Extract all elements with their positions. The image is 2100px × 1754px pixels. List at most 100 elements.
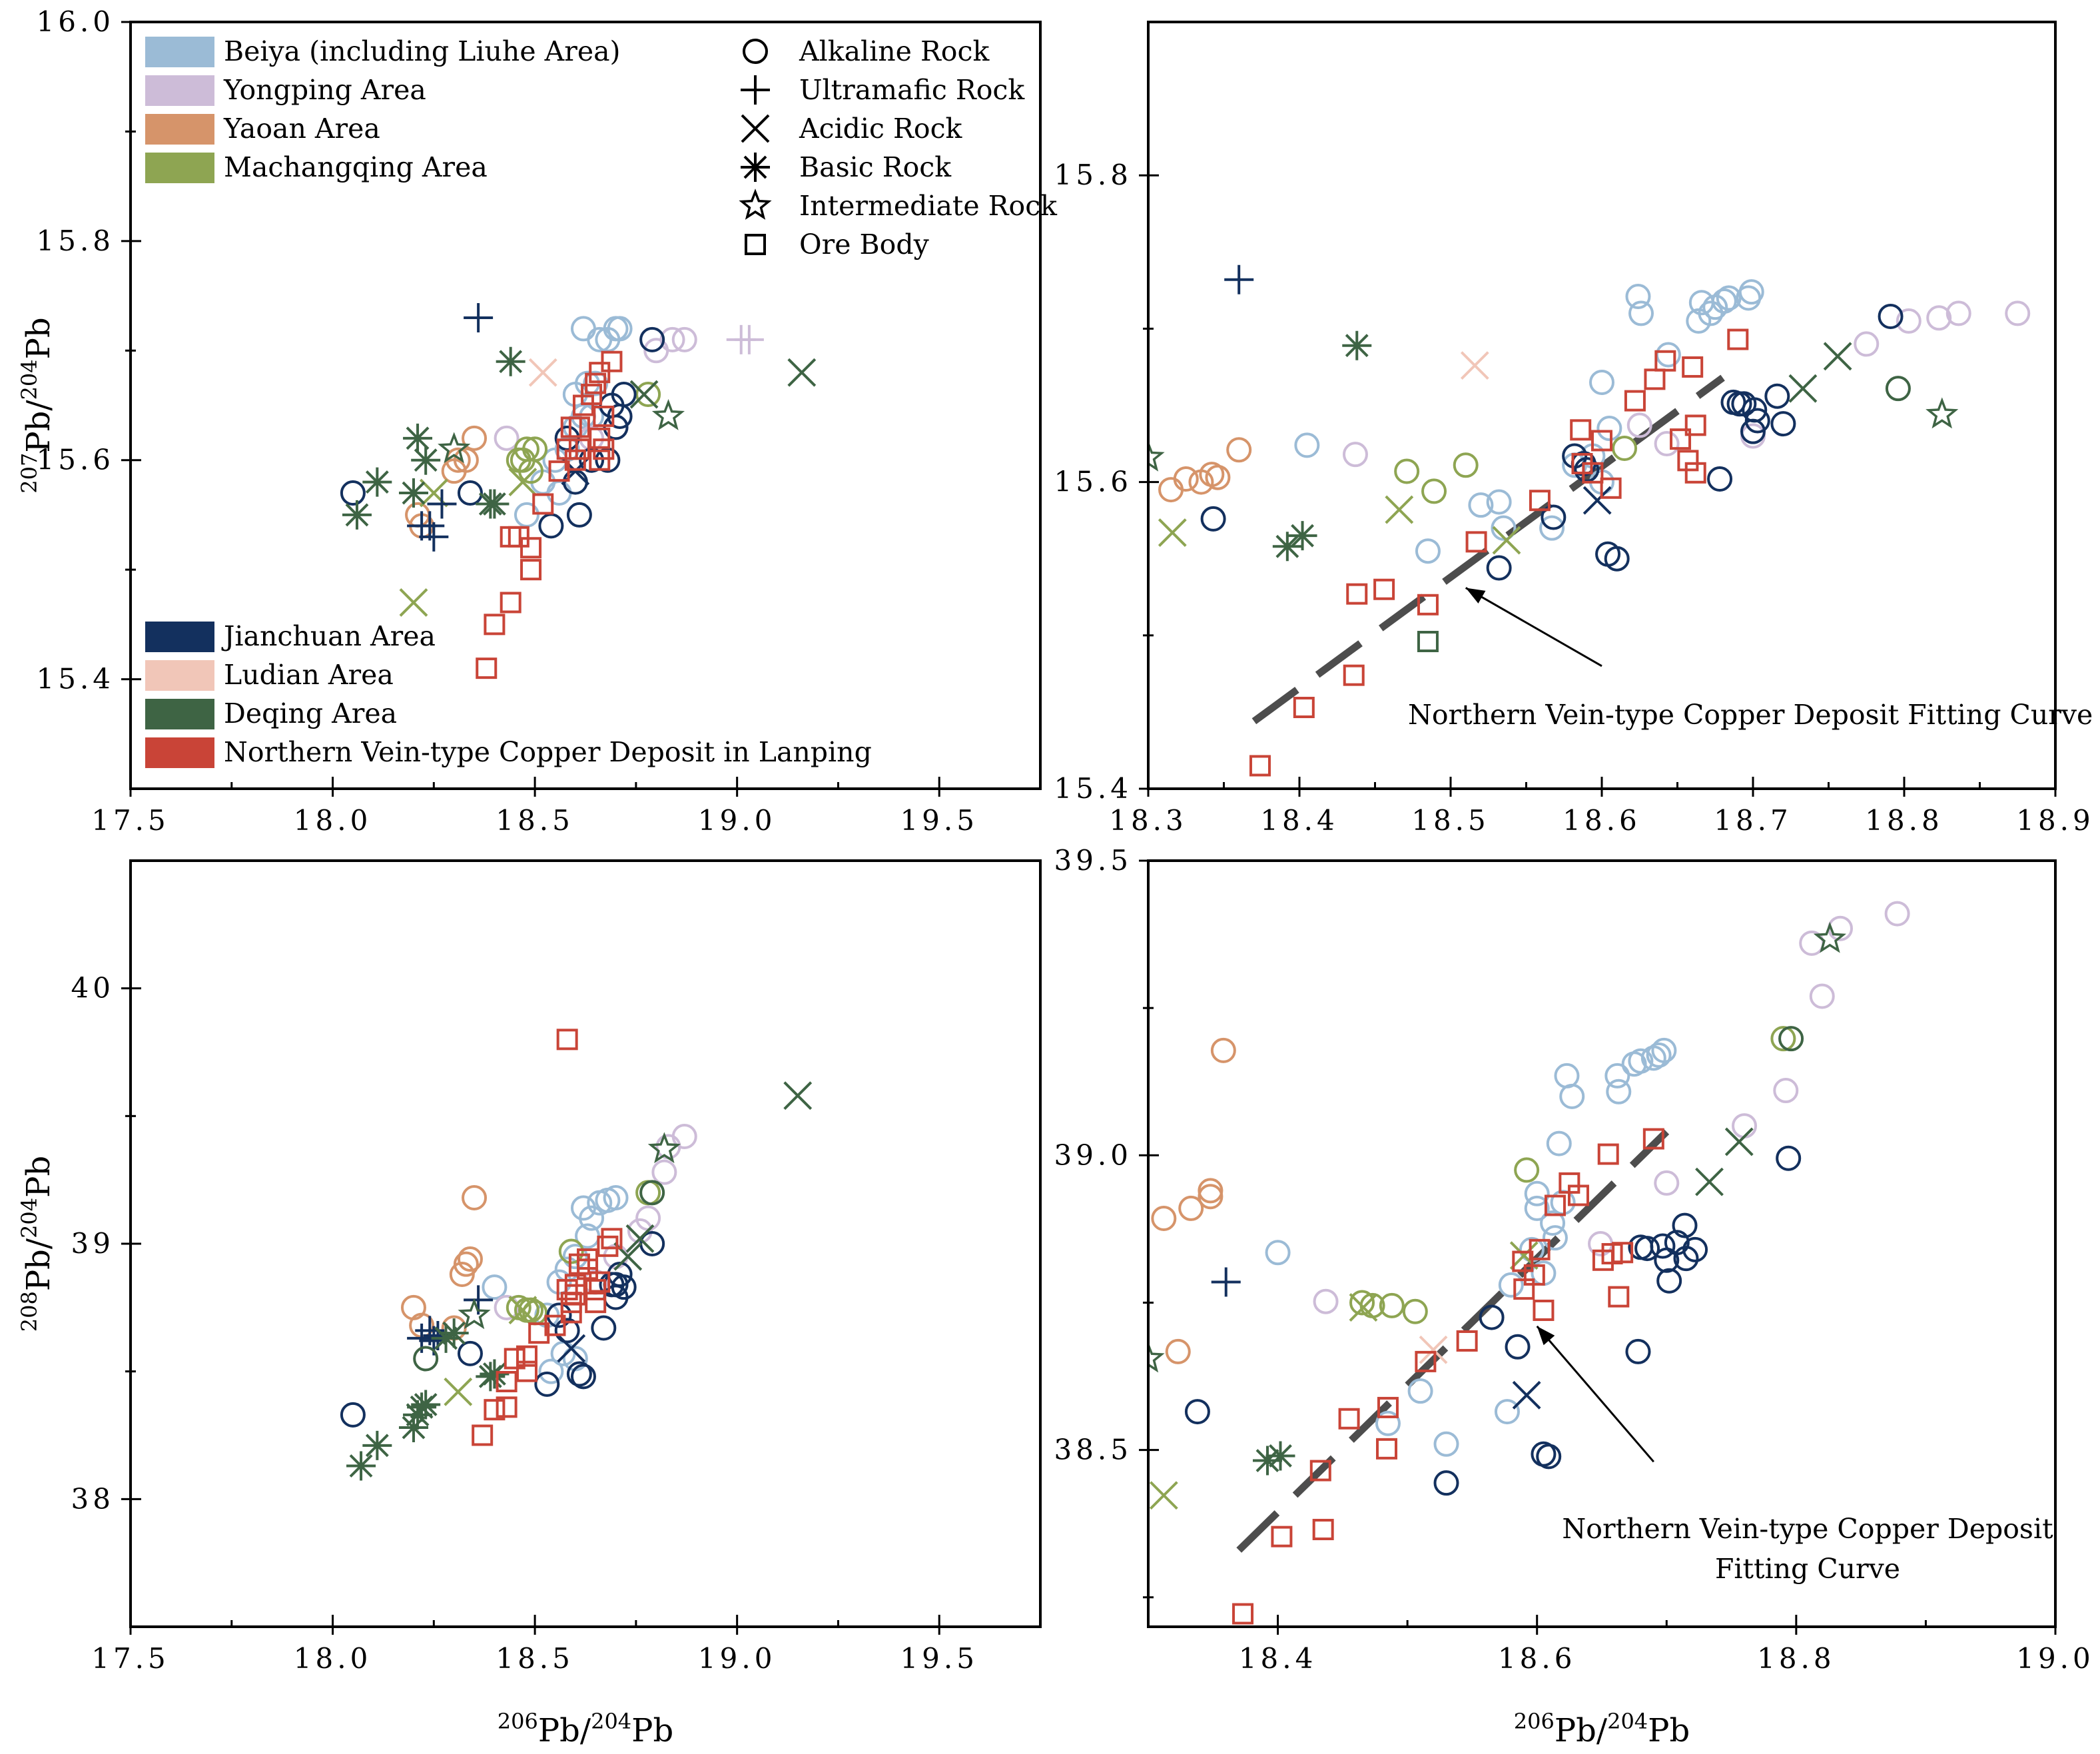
- legend-label: Ultramafic Rock: [799, 74, 1025, 106]
- data-point-asterisk: [480, 489, 510, 519]
- data-point-circle: [1736, 285, 1762, 311]
- data-point-square: [484, 614, 506, 636]
- data-point-circle: [1604, 546, 1630, 572]
- data-point-asterisk: [342, 500, 372, 530]
- data-point-circle: [1650, 1233, 1676, 1259]
- data-point-circle: [1433, 1431, 1459, 1457]
- y-axis-label: 208Pb/204Pb: [17, 1156, 57, 1332]
- data-point-circle: [1265, 1240, 1291, 1266]
- data-point-circle: [482, 1274, 508, 1300]
- data-point-square: [1654, 350, 1676, 372]
- data-point-asterisk: [398, 1413, 428, 1442]
- data-point-circle: [579, 1205, 605, 1231]
- data-point-square: [1608, 1286, 1630, 1308]
- data-point-star: [1148, 440, 1165, 472]
- data-point-square: [564, 1274, 586, 1296]
- data-point-square: [1456, 1330, 1478, 1352]
- data-point-square: [1642, 1128, 1664, 1150]
- x-tick-label: 18.5: [1411, 804, 1490, 837]
- data-point-circle: [457, 480, 483, 506]
- data-point-asterisk: [1272, 532, 1302, 562]
- x-tick-label: 18.6: [1498, 1642, 1576, 1675]
- data-point-square: [1338, 1408, 1360, 1430]
- x-tick-label: 18.8: [1865, 804, 1943, 837]
- data-point-square: [1343, 664, 1365, 686]
- data-point-circle: [1200, 506, 1226, 532]
- plot-frame: [129, 859, 1042, 1628]
- data-point-square: [520, 559, 542, 581]
- data-point-x: [783, 1081, 813, 1110]
- data-point-square: [1544, 1194, 1566, 1216]
- y-tick-label: 38.5: [1054, 1434, 1132, 1466]
- data-point-circle: [340, 480, 366, 506]
- data-point-x: [1385, 495, 1414, 524]
- data-point-circle: [1656, 1268, 1682, 1294]
- x-tick-label: 19.5: [900, 804, 978, 837]
- data-point-circle: [2005, 300, 2031, 326]
- data-point-square: [589, 427, 611, 449]
- data-point-square: [472, 1424, 494, 1446]
- data-point-square: [581, 384, 603, 406]
- data-point-circle: [635, 382, 661, 408]
- data-point-x: [508, 468, 537, 497]
- data-point-plus: [407, 511, 437, 541]
- data-point-circle: [1550, 1190, 1576, 1216]
- legend-swatch: [145, 75, 214, 106]
- data-point-square: [1249, 755, 1271, 777]
- x-tick-label: 17.5: [91, 1642, 170, 1675]
- data-point-asterisk: [1253, 1446, 1283, 1476]
- data-point-x: [1149, 1481, 1178, 1510]
- data-point-circle: [570, 1364, 596, 1390]
- data-point-circle: [494, 425, 520, 451]
- data-point-asterisk: [398, 478, 428, 508]
- data-point-x: [625, 1224, 655, 1253]
- data-point-circle: [1778, 1026, 1804, 1052]
- data-point-circle: [1226, 437, 1252, 463]
- data-point-square: [585, 372, 607, 394]
- data-point-circle: [1672, 1212, 1698, 1238]
- x-tick-label: 17.5: [91, 804, 170, 837]
- data-point-x: [1582, 486, 1612, 515]
- data-point-circle: [1628, 300, 1654, 326]
- data-point-asterisk: [403, 1400, 433, 1430]
- data-point-plus: [1211, 1267, 1241, 1297]
- y-tick-label: 15.6: [36, 444, 115, 476]
- data-point-square: [548, 460, 570, 482]
- y-tick-label: 15.4: [1054, 772, 1132, 805]
- legend-marker-asterisk: [741, 153, 770, 182]
- data-point-circle: [534, 1371, 560, 1397]
- data-point-circle: [1421, 478, 1447, 504]
- data-point-circle: [1514, 1157, 1540, 1183]
- data-point-circle: [1498, 1272, 1524, 1298]
- data-point-square: [585, 1279, 607, 1300]
- data-point-square: [1684, 462, 1706, 484]
- panelB: 18.3 18.4 18.5 18.6 18.7 18.8 18.9 15.4 15.6 15.8…: [1054, 21, 2093, 837]
- data-point-circle: [554, 1318, 580, 1344]
- plot-area: [1148, 264, 2031, 777]
- data-point-circle: [1764, 383, 1790, 409]
- data-point-circle: [462, 425, 488, 451]
- annotation-arrow: [1536, 1325, 1654, 1463]
- data-point-asterisk: [403, 423, 433, 453]
- x-tick-label: 18.0: [294, 804, 372, 837]
- legend-label: Yongping Area: [223, 74, 426, 106]
- data-point-circle: [671, 326, 697, 352]
- data-point-circle: [566, 1361, 592, 1387]
- legend-label: Acidic Rock: [799, 113, 963, 145]
- data-point-x: [1419, 1335, 1448, 1364]
- data-point-circle: [583, 370, 609, 396]
- data-point-square: [1644, 368, 1666, 390]
- y-tick-label: 40: [71, 972, 115, 1005]
- data-point-x: [399, 588, 428, 617]
- data-point-circle: [566, 502, 592, 528]
- data-point-circle: [1394, 458, 1420, 484]
- data-point-circle: [1375, 1410, 1401, 1436]
- data-point-square: [1417, 594, 1439, 616]
- data-point-circle: [1698, 300, 1724, 326]
- data-point-square: [496, 1371, 518, 1392]
- plot-frame: [1147, 859, 2057, 1628]
- data-point-square: [1417, 631, 1439, 653]
- data-point-square: [1677, 450, 1699, 472]
- data-point-circle: [1655, 342, 1681, 368]
- legend-regions: Beiya (including Liuhe Area) Yongping Are…: [145, 35, 621, 183]
